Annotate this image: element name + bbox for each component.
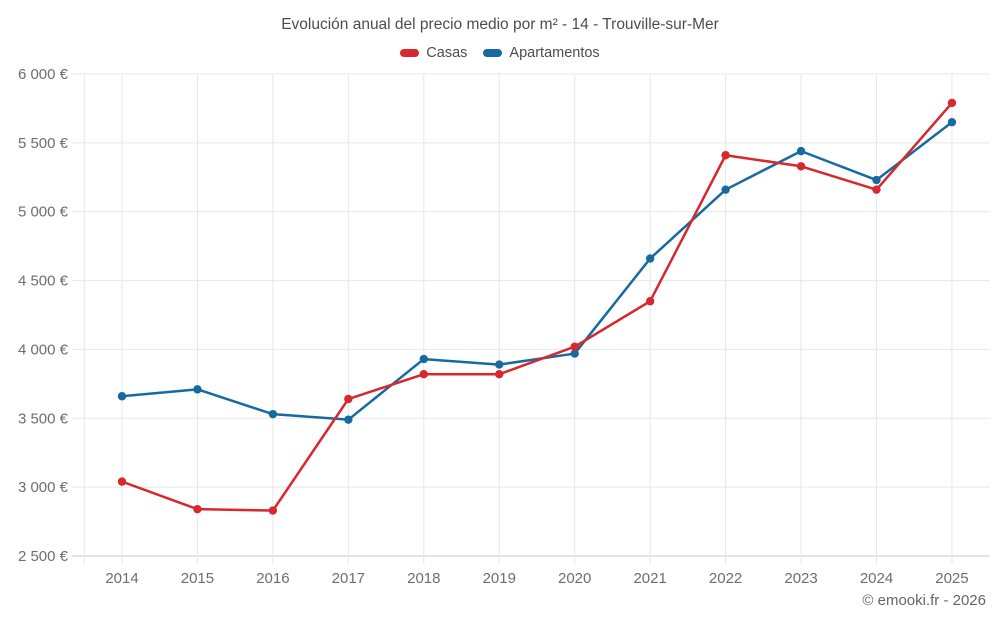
casas-point-2015[interactable] — [193, 504, 202, 514]
apartamentos-point-2015[interactable] — [193, 385, 202, 394]
legend-item-apartamentos[interactable]: Apartamentos — [483, 45, 600, 61]
y-axis-label: 5 500 € — [18, 135, 69, 152]
y-axis-label: 3 500 € — [18, 410, 69, 427]
x-axis-label: 2020 — [558, 570, 591, 587]
legend-label-casas: Casas — [426, 45, 468, 61]
chart-legend: Casas Apartamentos — [0, 45, 1000, 61]
casas-point-2023[interactable] — [796, 162, 806, 171]
x-axis-label: 2015 — [181, 570, 214, 587]
x-axis-label: 2014 — [105, 570, 138, 587]
y-axis-label: 6 000 € — [18, 66, 69, 83]
y-axis-label: 5 000 € — [18, 204, 69, 221]
apartamentos-point-2024[interactable] — [872, 175, 881, 185]
x-axis-label: 2017 — [332, 570, 365, 587]
x-axis-label: 2023 — [784, 570, 817, 587]
casas-point-2019[interactable] — [495, 370, 504, 379]
casas-point-2025[interactable] — [947, 98, 957, 108]
x-axis-label: 2021 — [633, 570, 666, 587]
apartamentos-point-2019[interactable] — [495, 360, 504, 369]
chart-title: Evolución anual del precio medio por m² … — [281, 16, 719, 33]
y-axis-label: 3 000 € — [18, 479, 69, 496]
casas-point-2021[interactable] — [645, 297, 655, 306]
casas-swatch-icon — [400, 49, 420, 57]
x-axis-label: 2025 — [935, 570, 968, 587]
x-axis-label: 2024 — [860, 570, 893, 587]
apartamentos-point-2023[interactable] — [796, 146, 806, 156]
x-axis-label: 2022 — [709, 570, 742, 587]
apartamentos-line — [120, 120, 954, 421]
legend-item-casas[interactable]: Casas — [400, 45, 467, 61]
legend-label-apartamentos: Apartamentos — [509, 45, 600, 61]
x-axis-label: 2019 — [483, 570, 516, 587]
apartamentos-point-2020[interactable] — [570, 349, 579, 358]
apartamentos-swatch-icon — [483, 49, 503, 57]
casas-line — [120, 101, 954, 512]
apartamentos-point-2014[interactable] — [117, 392, 127, 401]
y-axis-label: 2 500 € — [18, 548, 69, 565]
apartamentos-point-2016[interactable] — [268, 409, 278, 419]
y-axis-label: 4 500 € — [18, 273, 69, 290]
casas-point-2014[interactable] — [117, 477, 127, 486]
apartamentos-point-2017[interactable] — [344, 415, 353, 424]
x-axis-label: 2018 — [407, 570, 440, 587]
apartamentos-point-2025[interactable] — [947, 118, 957, 127]
casas-point-2016[interactable] — [268, 506, 278, 515]
casas-point-2018[interactable] — [419, 370, 428, 379]
apartamentos-point-2022[interactable] — [721, 185, 730, 194]
x-axis-label: 2016 — [256, 570, 289, 587]
apartamentos-point-2021[interactable] — [645, 254, 655, 263]
casas-point-2024[interactable] — [872, 185, 881, 194]
casas-point-2020[interactable] — [570, 342, 579, 351]
y-axis-label: 4 000 € — [18, 341, 69, 358]
casas-point-2022[interactable] — [721, 151, 730, 160]
casas-point-2017[interactable] — [344, 394, 353, 404]
apartamentos-point-2018[interactable] — [419, 354, 428, 364]
credit-link[interactable]: © emooki.fr - 2026 — [862, 592, 986, 609]
